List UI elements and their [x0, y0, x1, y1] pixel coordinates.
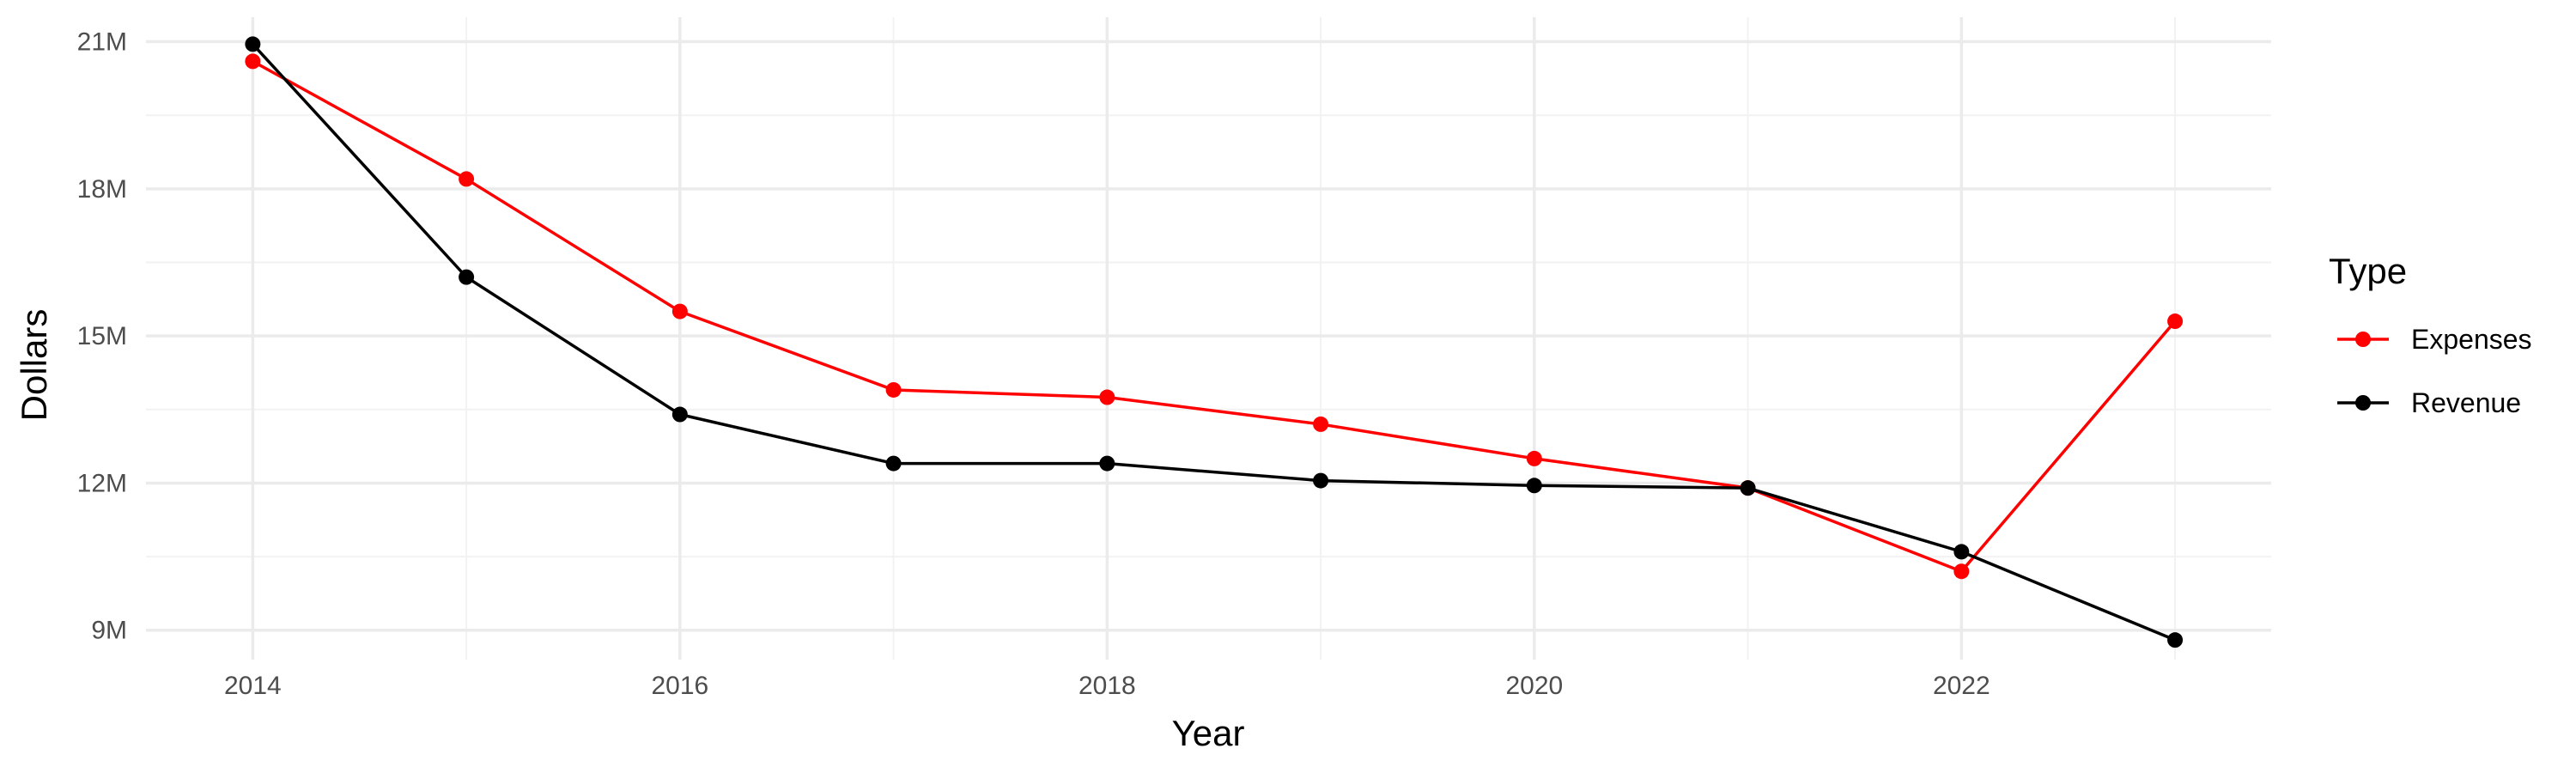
revenue-point	[1526, 478, 1542, 494]
x-axis-title: Year	[1172, 713, 1245, 753]
revenue-point	[1099, 455, 1115, 472]
y-axis-ticks: 9M 12M 15M 18M 21M	[77, 28, 127, 645]
expenses-point	[459, 171, 475, 187]
legend-item-expenses: Expenses	[2337, 324, 2532, 355]
series-expenses	[245, 53, 2184, 580]
expenses-point	[1953, 563, 1970, 580]
x-tick-label: 2016	[651, 672, 708, 700]
revenue-point	[245, 36, 261, 52]
expenses-line	[252, 59, 2177, 573]
expenses-point	[1526, 450, 1542, 466]
revenue-point	[2167, 632, 2184, 648]
expenses-point	[2167, 313, 2184, 330]
legend-items: Expenses Revenue	[2337, 324, 2532, 418]
y-tick-label: 9M	[91, 617, 127, 645]
x-tick-label: 2022	[1933, 672, 1990, 700]
y-tick-label: 15M	[77, 322, 127, 350]
revenue-point	[1953, 544, 1970, 560]
x-axis-ticks: 2014 2016 2018 2020 2022	[224, 672, 1990, 700]
y-tick-label: 18M	[77, 175, 127, 204]
expenses-point	[671, 303, 688, 320]
legend-label-revenue: Revenue	[2411, 387, 2521, 418]
revenue-point	[459, 269, 475, 285]
legend-item-revenue: Revenue	[2337, 387, 2521, 418]
legend-title: Type	[2329, 251, 2407, 291]
expenses-point	[885, 381, 902, 398]
expenses-point	[245, 53, 261, 70]
revenue-point	[1740, 480, 1756, 496]
legend-key-point	[2355, 332, 2371, 347]
y-axis-title: Dollars	[14, 309, 54, 422]
series	[245, 36, 2184, 648]
y-tick-label: 21M	[77, 28, 127, 57]
revenue-point	[1313, 472, 1329, 489]
x-tick-label: 2018	[1078, 672, 1136, 700]
x-tick-label: 2020	[1505, 672, 1563, 700]
revenue-point	[885, 455, 902, 472]
legend-key-point	[2355, 395, 2371, 411]
grid	[146, 17, 2271, 660]
x-tick-label: 2014	[224, 672, 282, 700]
series-revenue	[245, 36, 2184, 648]
legend-label-expenses: Expenses	[2411, 324, 2532, 355]
expenses-point	[1313, 416, 1329, 432]
revenue-point	[671, 406, 688, 423]
y-tick-label: 12M	[77, 469, 127, 497]
legend: Type Expenses Revenue	[2329, 251, 2532, 418]
expenses-point	[1099, 389, 1115, 405]
revenue-line	[252, 43, 2176, 642]
